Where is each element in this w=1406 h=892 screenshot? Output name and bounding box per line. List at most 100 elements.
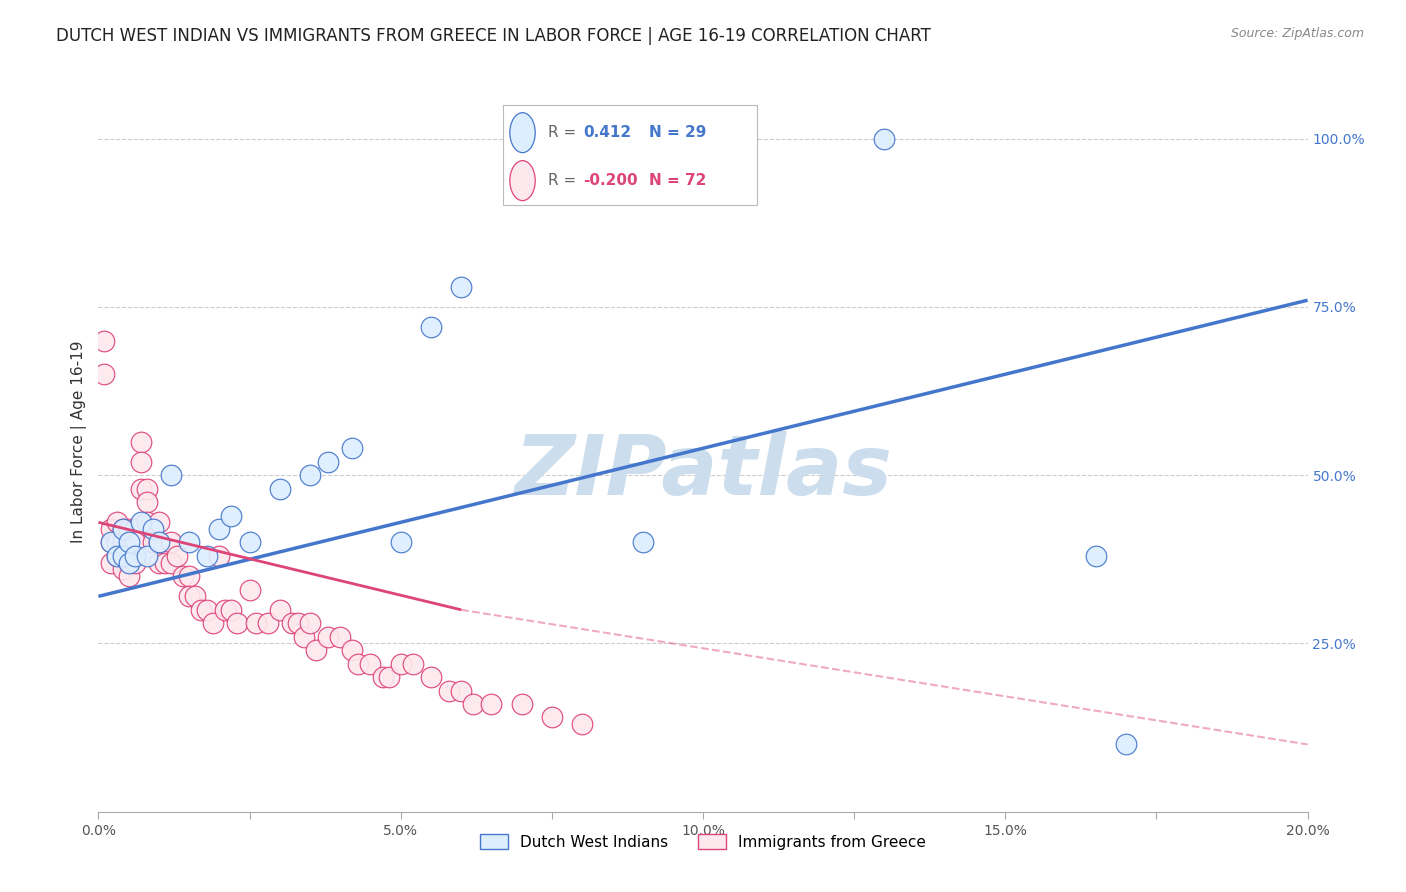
Text: DUTCH WEST INDIAN VS IMMIGRANTS FROM GREECE IN LABOR FORCE | AGE 16-19 CORRELATI: DUTCH WEST INDIAN VS IMMIGRANTS FROM GRE… bbox=[56, 27, 931, 45]
Point bbox=[105, 535, 128, 549]
Point bbox=[269, 603, 291, 617]
Point bbox=[142, 522, 165, 536]
Point bbox=[160, 556, 183, 570]
Point bbox=[100, 522, 122, 536]
Point bbox=[135, 516, 157, 530]
Point bbox=[420, 320, 443, 334]
Point bbox=[347, 657, 370, 671]
Point bbox=[510, 697, 533, 711]
Point bbox=[148, 535, 170, 549]
Point bbox=[571, 717, 593, 731]
Point bbox=[540, 710, 562, 724]
Point bbox=[118, 522, 141, 536]
Point bbox=[208, 549, 231, 563]
Point bbox=[111, 522, 134, 536]
Point bbox=[166, 549, 188, 563]
Point bbox=[135, 549, 157, 563]
Point bbox=[256, 616, 278, 631]
Point bbox=[239, 582, 262, 597]
Point bbox=[195, 603, 218, 617]
Point bbox=[360, 657, 382, 671]
Point bbox=[100, 556, 122, 570]
Point bbox=[481, 697, 503, 711]
Point bbox=[402, 657, 425, 671]
Point bbox=[153, 556, 176, 570]
Point bbox=[135, 482, 157, 496]
Point bbox=[111, 562, 134, 576]
Point bbox=[1115, 738, 1137, 752]
Point bbox=[160, 535, 183, 549]
Point bbox=[105, 549, 128, 563]
Point bbox=[129, 434, 152, 449]
Point bbox=[160, 468, 183, 483]
Point bbox=[342, 643, 364, 657]
Point bbox=[184, 590, 207, 604]
Point bbox=[179, 569, 201, 583]
Text: ZIPatlas: ZIPatlas bbox=[515, 431, 891, 512]
Point bbox=[93, 368, 115, 382]
Point bbox=[239, 535, 262, 549]
Point bbox=[437, 683, 460, 698]
Point bbox=[129, 482, 152, 496]
Point bbox=[287, 616, 309, 631]
Point bbox=[316, 455, 339, 469]
Point bbox=[195, 549, 218, 563]
Point bbox=[105, 516, 128, 530]
Point bbox=[389, 657, 412, 671]
Point bbox=[118, 535, 141, 549]
Point bbox=[129, 516, 152, 530]
Y-axis label: In Labor Force | Age 16-19: In Labor Force | Age 16-19 bbox=[72, 340, 87, 543]
Point bbox=[214, 603, 236, 617]
Legend: Dutch West Indians, Immigrants from Greece: Dutch West Indians, Immigrants from Gree… bbox=[474, 828, 932, 856]
Point bbox=[221, 508, 243, 523]
Point bbox=[1085, 549, 1108, 563]
Point bbox=[118, 535, 141, 549]
Point bbox=[377, 670, 399, 684]
Point bbox=[179, 535, 201, 549]
Point bbox=[450, 683, 472, 698]
Text: Source: ZipAtlas.com: Source: ZipAtlas.com bbox=[1230, 27, 1364, 40]
Point bbox=[226, 616, 249, 631]
Point bbox=[540, 131, 562, 145]
Point bbox=[111, 549, 134, 563]
Point bbox=[450, 279, 472, 293]
Point bbox=[172, 569, 194, 583]
Point bbox=[389, 535, 412, 549]
Point bbox=[873, 131, 896, 145]
Point bbox=[148, 535, 170, 549]
Point bbox=[148, 556, 170, 570]
Point bbox=[631, 535, 654, 549]
Point bbox=[124, 556, 146, 570]
Point bbox=[124, 522, 146, 536]
Point bbox=[463, 697, 485, 711]
Point bbox=[142, 522, 165, 536]
Point bbox=[129, 455, 152, 469]
Point bbox=[299, 468, 322, 483]
Point bbox=[93, 334, 115, 348]
Point bbox=[118, 569, 141, 583]
Point bbox=[329, 630, 352, 644]
Point bbox=[105, 549, 128, 563]
Point bbox=[190, 603, 212, 617]
Point bbox=[299, 616, 322, 631]
Point bbox=[135, 495, 157, 509]
Point bbox=[142, 535, 165, 549]
Point bbox=[179, 590, 201, 604]
Point bbox=[269, 482, 291, 496]
Point bbox=[118, 556, 141, 570]
Point bbox=[111, 549, 134, 563]
Point bbox=[100, 535, 122, 549]
Point bbox=[420, 670, 443, 684]
Point bbox=[111, 535, 134, 549]
Point bbox=[124, 535, 146, 549]
Point bbox=[148, 516, 170, 530]
Point bbox=[118, 549, 141, 563]
Point bbox=[292, 630, 315, 644]
Point bbox=[281, 616, 304, 631]
Point bbox=[221, 603, 243, 617]
Point bbox=[371, 670, 394, 684]
Point bbox=[316, 630, 339, 644]
Point bbox=[342, 442, 364, 456]
Point bbox=[124, 549, 146, 563]
Point bbox=[111, 522, 134, 536]
